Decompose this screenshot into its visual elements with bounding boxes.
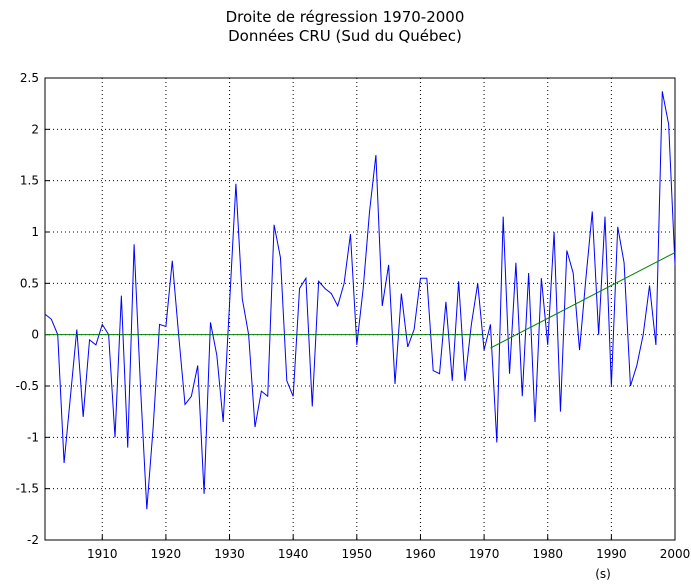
y-tick-label: 2 — [31, 122, 39, 136]
x-tick-label: 1960 — [405, 547, 436, 561]
x-tick-label: 1940 — [278, 547, 309, 561]
line — [44, 91, 676, 510]
x-tick-label: 1930 — [214, 547, 245, 561]
x-tick-label: 1970 — [469, 547, 500, 561]
y-tick-label: -1.5 — [16, 482, 39, 496]
x-tick-label: 1910 — [87, 547, 118, 561]
y-tick-label: 1.5 — [20, 174, 39, 188]
x-tick-label: 2000 — [660, 547, 691, 561]
x-tick-label: 1980 — [532, 547, 563, 561]
plot-frame — [44, 77, 676, 541]
x-tick-label: 1950 — [342, 547, 373, 561]
y-tick-label: 2.5 — [20, 71, 39, 85]
x-tick-label: 1920 — [151, 547, 182, 561]
line — [490, 252, 676, 349]
chart-title: Données CRU (Sud du Québec) — [228, 27, 462, 45]
x-axis-label: (s) — [595, 567, 611, 581]
chart-title: Droite de régression 1970-2000 — [226, 8, 465, 26]
y-tick-label: -2 — [27, 533, 39, 547]
x-tick-label: 1990 — [596, 547, 627, 561]
y-tick-label: -0.5 — [16, 379, 39, 393]
y-tick-label: 0.5 — [20, 276, 39, 290]
y-tick-label: 0 — [31, 328, 39, 342]
y-tick-label: -1 — [27, 430, 39, 444]
y-tick-label: 1 — [31, 225, 39, 239]
